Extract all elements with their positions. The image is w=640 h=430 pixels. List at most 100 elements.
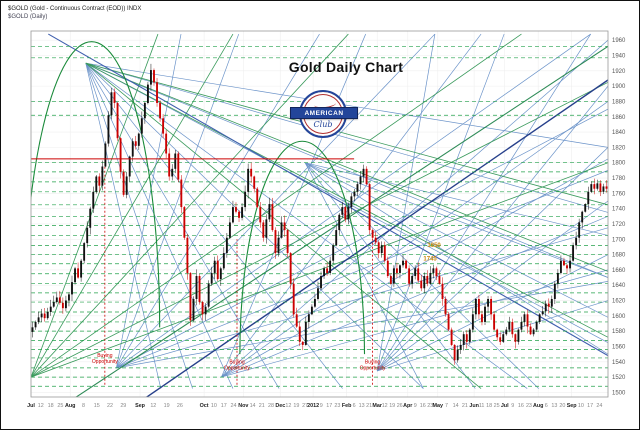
candle-body bbox=[34, 321, 37, 328]
date-tick-label: 24 bbox=[596, 403, 602, 409]
candle-body bbox=[256, 188, 259, 208]
price-tick-label: 1500 bbox=[612, 390, 626, 396]
fan-line bbox=[304, 162, 540, 389]
date-tick-label: Jul bbox=[27, 403, 35, 409]
date-tick-label: 15 bbox=[94, 403, 100, 409]
candle-body bbox=[268, 204, 271, 220]
candle-body bbox=[587, 191, 590, 205]
date-tick-label: 17 bbox=[221, 403, 227, 409]
price-tick-label: 1800 bbox=[612, 161, 626, 167]
candle-body bbox=[52, 302, 55, 307]
candle-body bbox=[511, 321, 514, 335]
price-tick-label: 1640 bbox=[612, 283, 626, 289]
candle-body bbox=[453, 344, 456, 361]
candle-body bbox=[241, 207, 244, 218]
candle-body bbox=[159, 102, 162, 119]
candle-body bbox=[304, 321, 307, 345]
fan-line bbox=[304, 162, 608, 236]
date-tick-label: 8 bbox=[82, 403, 85, 409]
symbol-header: $GOLD (Gold - Continuous Contract (EOD))… bbox=[8, 6, 142, 12]
date-tick-label: Aug bbox=[533, 403, 543, 409]
candle-body bbox=[468, 329, 471, 342]
candle-body bbox=[314, 298, 316, 307]
candle-body bbox=[456, 349, 459, 361]
date-tick-label: Sep bbox=[135, 403, 146, 409]
date-tick-label: 9 bbox=[414, 403, 417, 409]
date-tick-label: Oct bbox=[200, 403, 209, 409]
candle-body bbox=[444, 298, 447, 315]
price-tick-label: 1900 bbox=[612, 84, 626, 90]
candle-body bbox=[377, 242, 380, 254]
candle-body bbox=[310, 306, 313, 315]
date-tick-label: 14 bbox=[453, 403, 459, 409]
price-tick-label: 1740 bbox=[612, 207, 626, 213]
buying-opportunity-label: Buying bbox=[365, 359, 381, 365]
candle-body bbox=[292, 283, 295, 315]
candle-body bbox=[532, 329, 535, 335]
candle-body bbox=[128, 156, 131, 177]
candle-body bbox=[414, 268, 417, 277]
candle-body bbox=[490, 298, 493, 315]
candle-body bbox=[49, 306, 52, 313]
date-tick-label: 16 bbox=[420, 403, 426, 409]
date-tick-label: Jun bbox=[469, 403, 479, 409]
candle-body bbox=[174, 153, 177, 169]
candle-body bbox=[596, 183, 599, 189]
date-tick-label: 21 bbox=[259, 403, 265, 409]
price-tick-label: 1560 bbox=[612, 344, 626, 350]
candle-body bbox=[131, 141, 134, 157]
fan-line bbox=[85, 62, 482, 389]
candle-body bbox=[556, 272, 559, 284]
candle-body bbox=[326, 268, 329, 273]
candle-body bbox=[171, 168, 174, 177]
logo-script: Club bbox=[313, 120, 333, 129]
candle-body bbox=[58, 297, 61, 303]
candle-body bbox=[599, 183, 602, 192]
price-tick-label: 1960 bbox=[612, 38, 626, 44]
date-tick-label: 25 bbox=[494, 403, 500, 409]
candle-body bbox=[213, 260, 216, 273]
candle-body bbox=[168, 153, 171, 177]
candle-body bbox=[68, 294, 70, 301]
fan-line bbox=[85, 62, 608, 272]
fan-line bbox=[221, 39, 608, 378]
candle-body bbox=[323, 268, 325, 277]
candle-body bbox=[462, 334, 465, 345]
fan-line bbox=[376, 200, 608, 372]
candle-body bbox=[146, 84, 149, 103]
candle-body bbox=[195, 276, 198, 299]
candle-body bbox=[329, 260, 332, 273]
date-tick-label: 16 bbox=[518, 403, 524, 409]
candle-body bbox=[405, 260, 407, 269]
candle-body bbox=[244, 191, 247, 208]
fan-line bbox=[376, 33, 591, 372]
fan-line bbox=[304, 162, 476, 389]
candle-body bbox=[107, 115, 110, 144]
price-tick-label: 1820 bbox=[612, 145, 626, 151]
trend-line bbox=[145, 79, 608, 397]
candle-body bbox=[95, 176, 98, 192]
date-tick-label: 10 bbox=[578, 403, 584, 409]
fan-line bbox=[221, 215, 608, 378]
fan-line bbox=[85, 62, 608, 213]
candle-body bbox=[499, 337, 502, 342]
candle-body bbox=[477, 298, 480, 315]
candle-body bbox=[189, 272, 192, 321]
candle-body bbox=[402, 260, 404, 266]
candle-body bbox=[295, 314, 298, 327]
date-tick-label: 12 bbox=[38, 403, 44, 409]
trend-line bbox=[75, 45, 608, 397]
date-tick-label: 18 bbox=[486, 403, 492, 409]
candle-body bbox=[590, 184, 593, 192]
candle-body bbox=[605, 186, 608, 189]
price-annotation-label: 1745 bbox=[423, 257, 437, 263]
date-tick-label: 27 bbox=[302, 403, 308, 409]
candle-body bbox=[180, 179, 183, 208]
date-tick-label: 13 bbox=[359, 403, 365, 409]
candle-body bbox=[544, 303, 547, 312]
candle-body bbox=[399, 265, 401, 273]
price-tick-label: 1580 bbox=[612, 329, 626, 335]
date-tick-label: 21 bbox=[462, 403, 468, 409]
date-tick-label: Mar bbox=[372, 403, 382, 409]
date-tick-label: Nov bbox=[238, 403, 248, 409]
